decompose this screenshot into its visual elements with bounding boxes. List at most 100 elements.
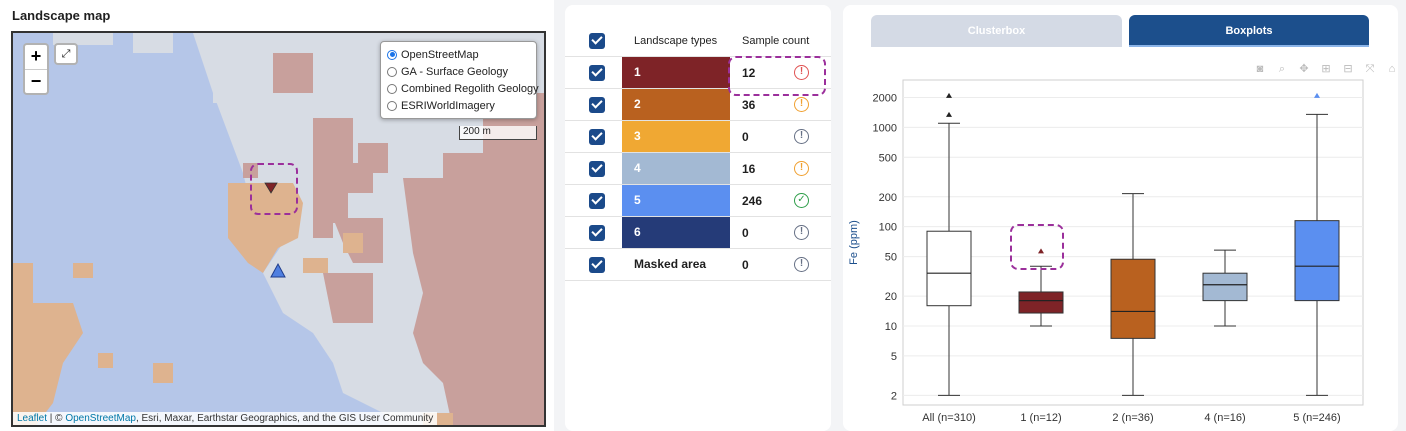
layer-option-regolith[interactable]: Combined Regolith Geology bbox=[387, 80, 539, 97]
sample-count: 0 bbox=[742, 225, 749, 240]
row-checkbox[interactable] bbox=[589, 256, 605, 273]
layer-label: GA - Surface Geology bbox=[401, 65, 508, 78]
row-checkbox[interactable] bbox=[589, 96, 605, 113]
sample-count: 36 bbox=[742, 97, 756, 112]
table-row: 3 0! bbox=[565, 121, 831, 153]
boxplot-panel: Clusterbox Boxplots ◙ ⌕ ✥ ⊞ ⊟ ⤧ ⌂ 2 5 10 20… bbox=[843, 5, 1398, 431]
table-row: 1 12! bbox=[565, 57, 831, 89]
tab-clusterbox[interactable]: Clusterbox bbox=[871, 15, 1122, 47]
x-tick-label: All (n=310) bbox=[922, 412, 976, 424]
zoom-control: + − bbox=[23, 43, 49, 95]
table-row: Masked area 0! bbox=[565, 249, 831, 281]
x-tick-label: 2 (n=36) bbox=[1112, 412, 1153, 424]
zoom-out-button[interactable]: − bbox=[25, 69, 47, 93]
radio-icon[interactable] bbox=[387, 49, 397, 60]
header-types: Landscape types bbox=[634, 34, 718, 47]
type-cell: 1 bbox=[622, 57, 730, 88]
osm-link[interactable]: OpenStreetMap bbox=[65, 413, 136, 424]
y-tick-label: 2000 bbox=[873, 92, 897, 104]
map-panel: Landscape map bbox=[0, 0, 554, 431]
sample-count: 16 bbox=[742, 161, 756, 176]
status-icon: ! bbox=[794, 225, 809, 240]
landscape-table: Landscape types Sample count 1 12! 2 36! 3 0!… bbox=[565, 5, 831, 431]
x-tick-label: 4 (n=16) bbox=[1204, 412, 1245, 424]
map-canvas[interactable]: + − ⤢ OpenStreetMap GA - Surface Geology… bbox=[11, 31, 546, 427]
attribution-sep: | © bbox=[47, 413, 66, 424]
layer-option-imagery[interactable]: ESRIWorldImagery bbox=[387, 97, 530, 114]
table-row: 4 16! bbox=[565, 153, 831, 185]
zoom-out-icon[interactable]: ⊟ bbox=[1343, 63, 1353, 75]
status-icon: ! bbox=[794, 65, 809, 80]
autoscale-icon[interactable]: ⤧ bbox=[1365, 63, 1375, 75]
type-cell: Masked area bbox=[634, 257, 707, 271]
x-tick-label: 1 (n=12) bbox=[1020, 412, 1061, 424]
scale-bar: 200 m bbox=[459, 126, 537, 140]
select-all-checkbox[interactable] bbox=[589, 32, 605, 49]
box-iqr bbox=[926, 230, 972, 307]
radio-icon[interactable] bbox=[387, 83, 397, 94]
attribution-rest: , Esri, Maxar, Earthstar Geographics, an… bbox=[135, 413, 434, 424]
status-icon: ! bbox=[794, 97, 809, 112]
y-tick-label: 10 bbox=[885, 321, 897, 333]
header-count: Sample count bbox=[742, 34, 810, 47]
row-checkbox[interactable] bbox=[589, 64, 605, 81]
status-icon: ✓ bbox=[794, 193, 809, 208]
highlight-count-cell bbox=[728, 56, 826, 96]
status-icon: ! bbox=[794, 129, 809, 144]
row-checkbox[interactable] bbox=[589, 128, 605, 145]
zoom-icon[interactable]: ⌕ bbox=[1278, 63, 1286, 75]
y-tick-label: 50 bbox=[885, 252, 897, 264]
home-icon[interactable]: ⌂ bbox=[1388, 63, 1396, 75]
map-attribution: Leaflet | © OpenStreetMap, Esri, Maxar, … bbox=[13, 412, 438, 425]
outlier-point bbox=[946, 92, 952, 98]
sample-marker-type5 bbox=[270, 262, 286, 278]
zoom-in-icon[interactable]: ⊞ bbox=[1321, 63, 1331, 75]
box-iqr bbox=[1018, 291, 1064, 314]
boxplot-chart[interactable]: 2 5 10 20 50 100 200 500 1000 2000 Fe (ppm) All (n=… bbox=[843, 5, 1398, 431]
outlier-point bbox=[1314, 92, 1320, 98]
type-cell: 4 bbox=[622, 153, 730, 184]
y-tick-label: 100 bbox=[879, 222, 897, 234]
radio-icon[interactable] bbox=[387, 66, 397, 77]
layer-option-surface-geology[interactable]: GA - Surface Geology bbox=[387, 63, 530, 80]
status-icon: ! bbox=[794, 161, 809, 176]
y-axis-label: Fe (ppm) bbox=[848, 220, 860, 265]
y-tick-label: 20 bbox=[885, 291, 897, 303]
zoom-in-button[interactable]: + bbox=[30, 46, 42, 66]
sample-marker-type1 bbox=[264, 182, 278, 194]
radio-icon[interactable] bbox=[387, 100, 397, 111]
sample-count: 246 bbox=[742, 193, 763, 208]
type-cell: 3 bbox=[622, 121, 730, 152]
y-tick-label: 200 bbox=[879, 192, 897, 204]
table-row: 5 246 ✓ bbox=[565, 185, 831, 217]
table-row: 2 36! bbox=[565, 89, 831, 121]
map-title: Landscape map bbox=[12, 8, 111, 23]
status-icon: ! bbox=[794, 257, 809, 272]
box-iqr bbox=[1202, 272, 1248, 302]
y-tick-label: 5 bbox=[891, 351, 897, 363]
layer-switcher: OpenStreetMap GA - Surface Geology Combi… bbox=[380, 41, 539, 119]
layer-label: ESRIWorldImagery bbox=[401, 99, 495, 112]
row-checkbox[interactable] bbox=[589, 192, 605, 209]
camera-icon[interactable]: ◙ bbox=[1256, 63, 1264, 75]
tab-boxplots[interactable]: Boxplots bbox=[1129, 15, 1369, 47]
highlight-outlier bbox=[1010, 224, 1064, 270]
pan-icon[interactable]: ✥ bbox=[1299, 63, 1309, 75]
highlight-map-marker bbox=[250, 163, 298, 215]
row-checkbox[interactable] bbox=[589, 160, 605, 177]
sample-count: 0 bbox=[742, 257, 749, 272]
box-iqr bbox=[1294, 220, 1340, 302]
row-checkbox[interactable] bbox=[589, 224, 605, 241]
leaflet-link[interactable]: Leaflet bbox=[17, 413, 48, 424]
type-cell: 2 bbox=[622, 89, 730, 120]
sample-count: 12 bbox=[742, 65, 756, 80]
type-cell: 6 bbox=[622, 217, 730, 248]
layer-label: OpenStreetMap bbox=[401, 48, 479, 61]
y-tick-label: 1000 bbox=[873, 122, 897, 134]
box-iqr bbox=[1110, 258, 1156, 339]
fullscreen-icon[interactable]: ⤢ bbox=[54, 43, 78, 65]
table-row: 6 0! bbox=[565, 217, 831, 249]
layer-option-osm[interactable]: OpenStreetMap bbox=[387, 46, 530, 63]
layer-label: Combined Regolith Geology bbox=[401, 82, 539, 95]
